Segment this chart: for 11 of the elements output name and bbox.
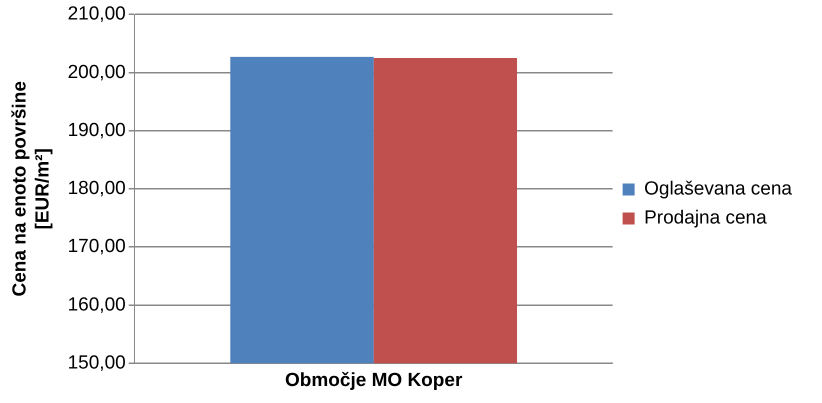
legend-label: Oglaševana cena [644,178,792,200]
legend-label: Prodajna cena [644,208,768,229]
y-tick-label: 190,00 [68,120,126,141]
y-tick-label: 180,00 [68,178,126,200]
y-tick-label: 160,00 [68,294,126,316]
y-tick-label: 170,00 [68,236,126,258]
y-axis-title: Cena na enoto površine [EUR/m²] [10,81,54,296]
y-tick-label: 210,00 [68,4,126,25]
y-tick-label: 150,00 [68,352,126,374]
x-tick-label: Območje MO Koper [284,370,463,391]
y-tick-label: 200,00 [68,62,126,83]
